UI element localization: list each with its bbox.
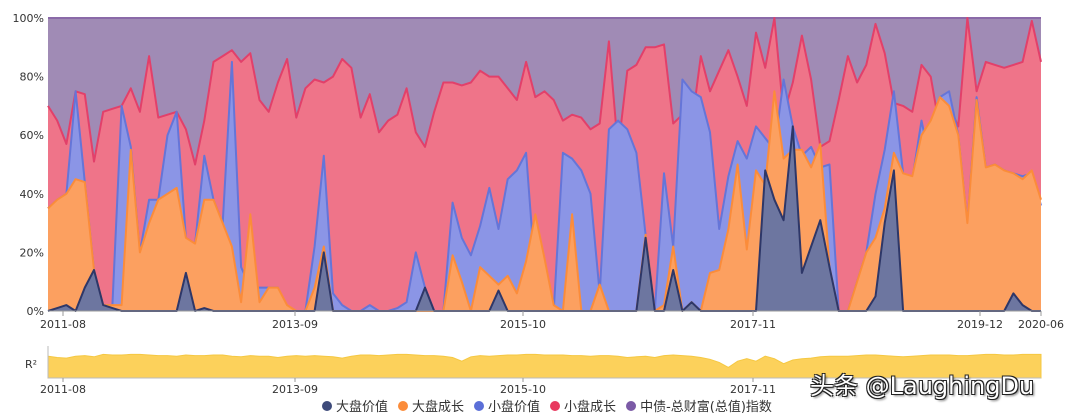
- x-tick-label: 2017-11: [730, 318, 776, 331]
- y-tick-label: 0%: [27, 305, 44, 318]
- y-tick-label: 80%: [20, 71, 44, 84]
- legend-item-small-growth[interactable]: 小盘成长: [550, 396, 616, 415]
- r2-axis-label: R²: [25, 358, 38, 371]
- y-tick-label: 100%: [13, 12, 44, 25]
- r2-x-tick-label: 2011-08: [40, 383, 86, 396]
- watermark: 头条 @LaughingDu: [810, 372, 1035, 400]
- legend-item-large-value[interactable]: 大盘价值: [322, 396, 388, 415]
- legend-dot-icon: [474, 400, 485, 411]
- legend-dot-icon: [550, 400, 561, 411]
- y-tick-label: 60%: [20, 129, 44, 142]
- y-tick-label: 40%: [20, 188, 44, 201]
- legend-label: 小盘价值: [488, 400, 541, 415]
- legend-item-small-value[interactable]: 小盘价值: [474, 396, 540, 415]
- x-tick-label: 2011-08: [40, 318, 86, 331]
- x-tick-label: 2013-09: [272, 318, 318, 331]
- legend-dot-icon: [398, 400, 409, 411]
- x-tick-label: 2015-10: [500, 318, 546, 331]
- r2-x-tick-label: 2013-09: [272, 383, 318, 396]
- legend-label: 小盘成长: [564, 400, 617, 415]
- legend-dot-icon: [322, 400, 332, 411]
- area-series-0[interactable]: [48, 126, 1041, 312]
- legend-dot-icon: [626, 400, 637, 411]
- legend-label: 大盘价值: [336, 400, 389, 415]
- legend-item-bond-index[interactable]: 中债-总财富(总值)指数: [626, 396, 772, 415]
- r2-x-axis: 2011-08 2013-09 2015-10 2017-11: [40, 346, 1041, 396]
- legend-label: 中债-总财富(总值)指数: [640, 400, 772, 415]
- r2-area[interactable]: [47, 353, 1042, 379]
- x-axis: 2011-08 2013-09 2015-10 2017-11 2019-12 2020-…: [40, 310, 1064, 331]
- series-line-3: [47, 17, 1042, 166]
- r2-x-tick-label: 2015-10: [500, 383, 546, 396]
- legend-item-large-growth[interactable]: 大盘成长: [398, 396, 464, 415]
- r2-strip-chart[interactable]: [47, 353, 1042, 379]
- r2-x-tick-label: 2017-11: [730, 383, 776, 396]
- legend-label: 大盘成长: [412, 400, 465, 415]
- y-tick-label: 20%: [20, 246, 44, 259]
- x-tick-label: 2020-06: [1018, 318, 1064, 331]
- series-line-1: [47, 90, 1042, 312]
- y-axis: 0% 20% 40% 60% 80% 100%: [13, 12, 44, 318]
- x-tick-label: 2019-12: [957, 318, 1003, 331]
- plot-area[interactable]: [47, 17, 1042, 312]
- legend: 大盘价值 大盘成长 小盘价值 小盘成长 中债-总财富(总值)指数: [322, 396, 782, 415]
